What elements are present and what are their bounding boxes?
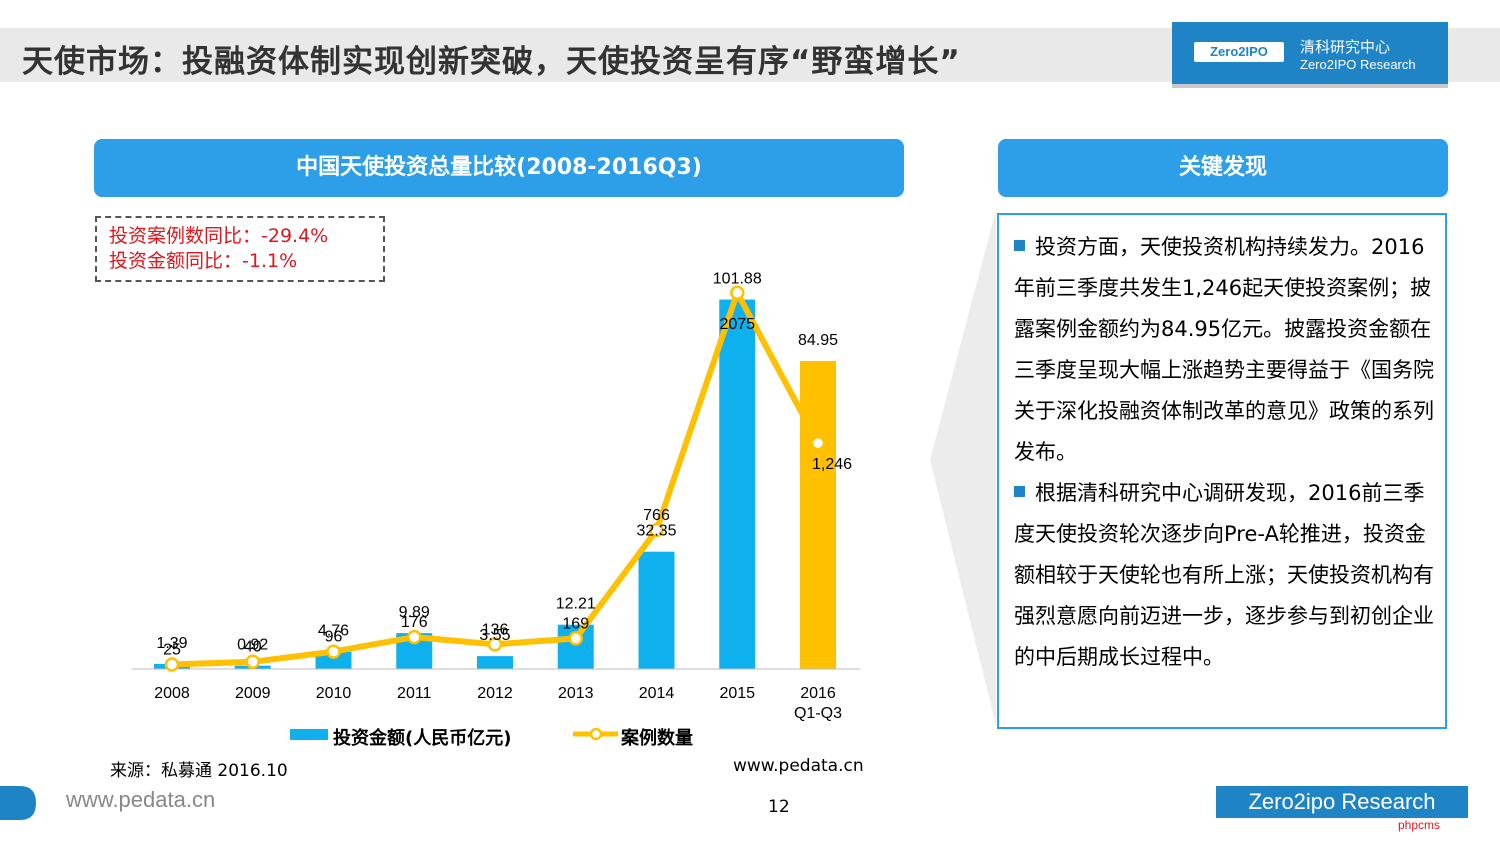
case-value-label: 1,246 bbox=[812, 456, 852, 473]
case-value-label: 136 bbox=[482, 621, 509, 638]
x-tick-label: 2010 bbox=[316, 685, 352, 702]
case-point-9 bbox=[810, 435, 826, 451]
bar-3 bbox=[315, 651, 352, 669]
case-point-3 bbox=[326, 644, 341, 659]
case-point-4 bbox=[407, 629, 422, 645]
bar-value-label: 84.95 bbox=[798, 332, 838, 349]
footer-brand: Zero2ipo Research bbox=[1216, 786, 1468, 818]
page-number: 12 bbox=[768, 797, 790, 817]
logo-en-name: Zero2IPO Research bbox=[1300, 57, 1416, 72]
x-tick-label: 2014 bbox=[639, 685, 675, 702]
findings-heading: 关键发现 bbox=[998, 139, 1448, 197]
logo-badge: Zero2IPO bbox=[1194, 42, 1284, 62]
x-tick-label: 2011 bbox=[397, 685, 432, 702]
findings-box: 投资方面，天使投资机构持续发力。2016年前三季度共发生1,246起天使投资案例… bbox=[997, 213, 1447, 729]
bar-value-label: 0.92 bbox=[237, 637, 268, 654]
case-value-label: 25 bbox=[163, 641, 181, 658]
x-tick-label: 2012 bbox=[477, 685, 513, 702]
bar-value-label: 4.76 bbox=[318, 623, 349, 640]
case-value-label: 96 bbox=[325, 629, 343, 646]
bar-value-label: 32.35 bbox=[636, 523, 676, 540]
company-logo: Zero2IPO 清科研究中心 Zero2IPO Research bbox=[1172, 22, 1448, 88]
finding-item: 根据清科研究中心调研发现，2016前三季度天使投资轮次逐步向Pre-A轮推进，投… bbox=[1014, 473, 1444, 678]
x-tick-label: 2015 bbox=[719, 685, 755, 702]
bullet-icon bbox=[1014, 485, 1025, 497]
legend-line-label: 案例数量 bbox=[621, 728, 693, 749]
case-point-8 bbox=[730, 285, 745, 301]
bar-value-label: 12.21 bbox=[556, 596, 596, 613]
bar-7 bbox=[638, 551, 675, 669]
x-tick-label: 2009 bbox=[235, 685, 271, 702]
bar-value-label: 3.55 bbox=[479, 627, 510, 644]
logo-cn-name: 清科研究中心 bbox=[1300, 38, 1391, 56]
source-note: 来源：私募通 2016.10 bbox=[110, 761, 288, 781]
finding-text: 根据清科研究中心调研发现，2016前三季度天使投资轮次逐步向Pre-A轮推进，投… bbox=[1014, 481, 1434, 669]
legend-bar-label: 投资金额(人民币亿元) bbox=[333, 728, 512, 749]
case-value-label: 2075 bbox=[719, 316, 755, 333]
x-tick-label: 2016 bbox=[800, 685, 836, 702]
case-value-label: 40 bbox=[244, 639, 262, 656]
footer-url: www.pedata.cn bbox=[66, 787, 216, 812]
bullet-icon bbox=[1014, 239, 1025, 251]
case-point-1 bbox=[164, 657, 180, 672]
case-value-label: 176 bbox=[401, 614, 428, 631]
chart-heading: 中国天使投资总量比较(2008-2016Q3) bbox=[94, 139, 904, 197]
source-url: www.pedata.cn bbox=[733, 756, 864, 776]
bar-value-label: 1.39 bbox=[156, 635, 187, 652]
bar-value-label: 101.88 bbox=[713, 271, 762, 288]
case-value-label: 169 bbox=[562, 615, 589, 632]
bar-5 bbox=[477, 656, 513, 669]
bar-9 bbox=[800, 360, 836, 669]
finding-text: 投资方面，天使投资机构持续发力。2016年前三季度共发生1,246起天使投资案例… bbox=[1014, 235, 1434, 464]
case-value-label: 766 bbox=[643, 507, 670, 524]
bar-value-label: 9.89 bbox=[399, 604, 430, 621]
x-tick-label: 2013 bbox=[558, 685, 594, 702]
footer-accent-shape bbox=[0, 786, 36, 820]
bar-8 bbox=[719, 299, 756, 669]
case-point-6 bbox=[568, 631, 583, 646]
legend-line-marker bbox=[589, 727, 603, 741]
case-point-5 bbox=[487, 637, 503, 652]
x-tick-label: Q1-Q3 bbox=[794, 705, 842, 722]
yoy-cases-text: 投资案例数同比：-29.4% bbox=[109, 225, 329, 247]
legend-bar-swatch bbox=[290, 729, 328, 740]
yoy-amount-text: 投资金额同比：-1.1% bbox=[109, 250, 298, 272]
pointer-shape bbox=[930, 210, 996, 725]
page-title: 天使市场：投融资体制实现创新突破，天使投资呈有序“野蛮增长” bbox=[22, 44, 961, 80]
case-point-2 bbox=[245, 654, 260, 669]
x-tick-label: 2008 bbox=[154, 685, 190, 702]
finding-item: 投资方面，天使投资机构持续发力。2016年前三季度共发生1,246起天使投资案例… bbox=[1014, 227, 1444, 473]
yoy-callout: 投资案例数同比：-29.4% 投资金额同比：-1.1% bbox=[95, 216, 385, 282]
watermark: phpcms bbox=[1398, 818, 1441, 832]
case-point-7 bbox=[649, 522, 664, 538]
